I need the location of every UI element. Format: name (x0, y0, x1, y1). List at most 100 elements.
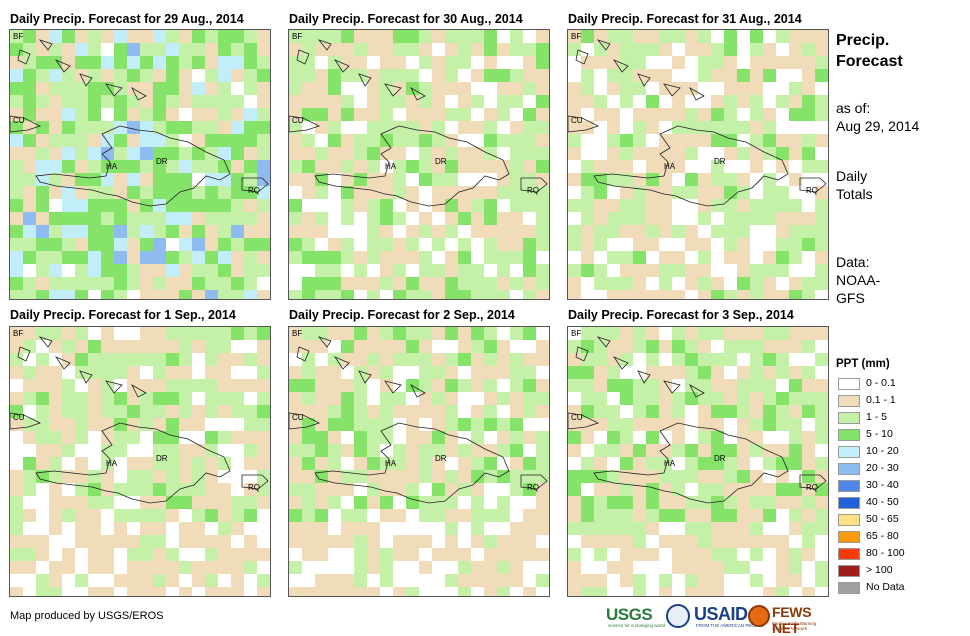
precip-cell (724, 108, 737, 121)
precip-cell (672, 121, 685, 134)
precip-cell (815, 238, 828, 251)
precip-cell (724, 147, 737, 160)
precip-cell (367, 353, 380, 366)
precip-cell (302, 238, 315, 251)
precip-cell (458, 327, 471, 340)
precip-cell (659, 160, 672, 173)
precip-cell (406, 418, 419, 431)
precip-cell (341, 483, 354, 496)
precip-cell (581, 212, 594, 225)
precip-cell (406, 251, 419, 264)
sidebar-asof-label: as of: (836, 100, 871, 116)
legend-label: 65 - 80 (866, 530, 899, 542)
precip-cell (166, 225, 179, 238)
precip-cell (581, 186, 594, 199)
place-label-rq: RQ (806, 186, 818, 195)
precip-cell (127, 418, 140, 431)
precip-cell (341, 147, 354, 160)
precip-cell (36, 30, 49, 43)
precip-cell (88, 548, 101, 561)
precip-cell (23, 470, 36, 483)
precip-cell (763, 69, 776, 82)
precip-cell (88, 522, 101, 535)
precip-cell (510, 418, 523, 431)
precip-cell (471, 264, 484, 277)
bahamas-outline (612, 356, 629, 370)
precip-cell (711, 121, 724, 134)
precip-cell (620, 561, 633, 574)
precip-cell (231, 509, 244, 522)
precip-cell (536, 548, 549, 561)
precip-cell (393, 82, 406, 95)
precip-cell (127, 160, 140, 173)
precip-cell (484, 587, 497, 596)
precip-cell (620, 290, 633, 299)
precip-cell (510, 277, 523, 290)
precip-cell (815, 353, 828, 366)
precip-cell (153, 251, 166, 264)
precip-cell (497, 561, 510, 574)
precip-cell (257, 225, 270, 238)
precip-cell (471, 444, 484, 457)
precip-cell (568, 561, 581, 574)
precip-cell (523, 82, 536, 95)
precip-cell (711, 43, 724, 56)
precip-cell (205, 212, 218, 225)
precip-cell (140, 405, 153, 418)
precip-cell (789, 173, 802, 186)
precip-cell (523, 43, 536, 56)
precip-cell (620, 431, 633, 444)
precip-cell (620, 379, 633, 392)
precip-cell (23, 95, 36, 108)
precip-cell (179, 238, 192, 251)
precip-cell (419, 444, 432, 457)
precip-cell (244, 69, 257, 82)
precip-cell (685, 277, 698, 290)
precip-cell (101, 290, 114, 299)
precip-cell (581, 418, 594, 431)
precip-cell (523, 392, 536, 405)
precip-cell (393, 457, 406, 470)
precip-cell (620, 457, 633, 470)
precip-cell (205, 147, 218, 160)
precip-cell (62, 56, 75, 69)
precip-cell (49, 173, 62, 186)
precip-cell (672, 82, 685, 95)
precip-cell (620, 496, 633, 509)
precip-cell (724, 496, 737, 509)
precip-cell (62, 379, 75, 392)
precip-cell (380, 418, 393, 431)
precip-cell (685, 587, 698, 596)
precip-cell (568, 173, 581, 186)
precip-cell (802, 290, 815, 299)
precip-cell (380, 69, 393, 82)
precip-cell (257, 379, 270, 392)
precip-cell (49, 212, 62, 225)
precip-cell (594, 353, 607, 366)
precip-cell (711, 290, 724, 299)
precip-cell (445, 327, 458, 340)
precip-cell (724, 121, 737, 134)
precip-cell (140, 43, 153, 56)
precip-cell (802, 147, 815, 160)
precip-cell (536, 379, 549, 392)
precip-cell (127, 225, 140, 238)
precip-cell (458, 212, 471, 225)
precip-cell (354, 134, 367, 147)
precip-cell (393, 238, 406, 251)
precip-cell (536, 340, 549, 353)
precip-cell (257, 405, 270, 418)
precip-cell (101, 548, 114, 561)
precip-cell (315, 43, 328, 56)
precip-cell (192, 160, 205, 173)
precip-cell (724, 186, 737, 199)
precip-cell (471, 43, 484, 56)
precip-cell (594, 327, 607, 340)
precip-cell (179, 251, 192, 264)
precip-cell (75, 522, 88, 535)
precip-cell (218, 327, 231, 340)
precip-cell (685, 134, 698, 147)
precip-cell (244, 238, 257, 251)
precip-cell (815, 199, 828, 212)
bahamas-outline (575, 346, 589, 362)
